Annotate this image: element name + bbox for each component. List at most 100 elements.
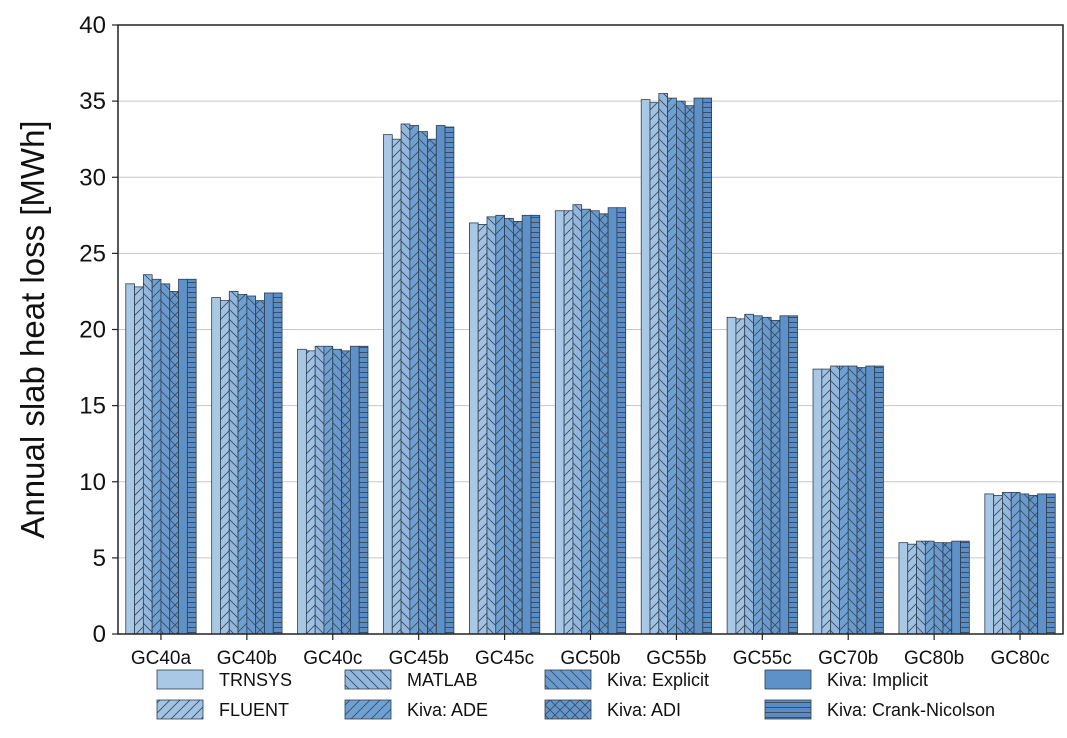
- bar-gc55c-series-6: [779, 315, 790, 635]
- legend-swatch: [764, 699, 812, 720]
- bar-gc70b-series-4: [847, 365, 858, 635]
- bar-gc50b-series-4: [590, 210, 600, 635]
- y-tick-label: 10: [79, 469, 106, 496]
- bar-gc55c-series-2: [744, 313, 754, 635]
- bar-gc45c-series-7: [530, 214, 541, 635]
- bar-gc80c-series-1: [993, 495, 1003, 635]
- bar-gc40c-series-0: [297, 348, 307, 635]
- bar-gc80c-series-0: [984, 493, 995, 635]
- bar-gc40b-series-1: [220, 300, 230, 635]
- bar-gc55b-series-3: [667, 97, 677, 635]
- bar-gc40c-series-5: [341, 350, 351, 635]
- bar-gc70b-series-6: [865, 365, 876, 635]
- bar-gc45b-series-4: [418, 131, 428, 635]
- y-tick-label: 15: [79, 393, 106, 420]
- x-tick-label: GC45b: [389, 648, 449, 669]
- bar-gc40b-series-2: [228, 291, 239, 635]
- x-tick-label: GC80b: [904, 648, 964, 669]
- bar-gc40b-series-5: [255, 300, 265, 635]
- bar-gc50b-series-6: [607, 207, 618, 635]
- bar-gc40b-series-4: [246, 295, 257, 635]
- bar-gc40a-series-0: [125, 283, 135, 635]
- legend-swatch: [544, 699, 592, 720]
- bar-gc80b-series-1: [907, 543, 917, 635]
- bars: [125, 93, 1056, 635]
- legend-label: MATLAB: [407, 670, 478, 690]
- legend-label: Kiva: ADE: [407, 700, 488, 720]
- bar-gc45b-series-0: [383, 134, 393, 635]
- bar-gc55b-series-0: [640, 99, 651, 635]
- bar-gc45b-series-3: [409, 125, 420, 635]
- bar-gc70b-series-1: [821, 368, 832, 635]
- legend-label: Kiva: Implicit: [827, 670, 928, 690]
- bar-gc50b-series-0: [554, 210, 565, 635]
- bar-gc40a-series-1: [134, 286, 144, 635]
- bar-gc40a-series-3: [151, 278, 162, 635]
- bar-gc40a-series-2: [142, 274, 153, 635]
- x-axis: GC40a GC40b GC40c GC45b GC45c GC50b GC55b GC55c…: [131, 634, 1050, 669]
- bar-gc45c-series-2: [486, 216, 497, 635]
- bar-gc55b-series-7: [702, 97, 713, 635]
- bar-gc40c-series-6: [349, 345, 360, 635]
- bar-gc45c-series-4: [504, 217, 514, 635]
- y-tick-label: 0: [93, 621, 106, 648]
- bar-gc45b-series-1: [391, 138, 402, 635]
- y-tick-label: 5: [93, 545, 106, 572]
- bar-gc50b-series-2: [572, 204, 583, 635]
- bar-gc80c-series-4: [1019, 493, 1030, 635]
- x-tick-label: GC50b: [560, 648, 620, 669]
- y-tick-label: 30: [79, 164, 106, 191]
- bar-gc40c-series-3: [323, 345, 334, 635]
- bar-gc55c-series-7: [788, 315, 798, 635]
- bar-gc45b-series-6: [435, 125, 446, 635]
- bar-gc40a-series-5: [169, 291, 179, 635]
- bar-gc70b-series-2: [830, 365, 840, 635]
- bar-gc55c-series-0: [726, 316, 737, 635]
- bar-gc45c-series-6: [521, 214, 532, 635]
- legend-swatch: [156, 699, 204, 720]
- bar-gc40b-series-0: [211, 297, 221, 635]
- bar-gc55c-series-3: [753, 315, 763, 635]
- bar-gc40c-series-1: [305, 350, 316, 635]
- bar-gc50b-series-5: [598, 213, 609, 635]
- y-tick-label: 20: [79, 317, 106, 344]
- bar-gc45c-series-0: [468, 222, 479, 635]
- bar-gc45c-series-3: [495, 214, 505, 635]
- legend-swatch: [764, 669, 812, 690]
- legend-swatch: [344, 699, 392, 720]
- bar-gc80b-series-7: [960, 540, 970, 635]
- x-tick-label: GC55b: [646, 648, 706, 669]
- x-tick-label: GC40b: [217, 648, 277, 669]
- bar-gc40a-series-4: [160, 283, 171, 635]
- bar-gc70b-series-0: [812, 368, 823, 635]
- bar-gc80c-series-7: [1046, 493, 1056, 635]
- bar-gc55b-series-1: [649, 102, 660, 635]
- bar-gc70b-series-3: [839, 365, 849, 635]
- bar-gc40b-series-3: [237, 294, 248, 635]
- bar-gc70b-series-7: [874, 365, 884, 635]
- bar-gc80b-series-4: [933, 542, 944, 635]
- bar-gc80c-series-2: [1002, 492, 1012, 635]
- bar-gc40c-series-7: [358, 345, 369, 635]
- y-axis-label: Annual slab heat loss [MWh]: [14, 120, 51, 538]
- x-tick-label: GC40c: [303, 648, 362, 669]
- bar-gc40a-series-7: [186, 278, 197, 635]
- bar-gc80b-series-3: [924, 540, 935, 635]
- bar-gc40b-series-7: [272, 292, 283, 635]
- y-axis: 0 5 10 15 20 25 30 35 40: [79, 12, 118, 648]
- bar-gc80c-series-6: [1037, 493, 1047, 635]
- x-tick-label: GC40a: [131, 648, 192, 669]
- legend-label: Kiva: Crank-Nicolson: [827, 700, 995, 720]
- bar-gc80b-series-5: [942, 542, 953, 635]
- bar-gc55b-series-4: [676, 100, 686, 635]
- bar-gc70b-series-5: [856, 367, 867, 635]
- bar-gc55c-series-5: [770, 319, 781, 635]
- bar-gc45c-series-5: [512, 221, 523, 635]
- x-tick-label: GC45c: [475, 648, 534, 669]
- bar-gc80c-series-3: [1010, 492, 1021, 635]
- bar-gc45c-series-1: [477, 224, 488, 635]
- bar-gc55b-series-5: [684, 105, 695, 635]
- bar-gc55b-series-2: [658, 93, 669, 635]
- bar-gc80c-series-5: [1028, 495, 1039, 635]
